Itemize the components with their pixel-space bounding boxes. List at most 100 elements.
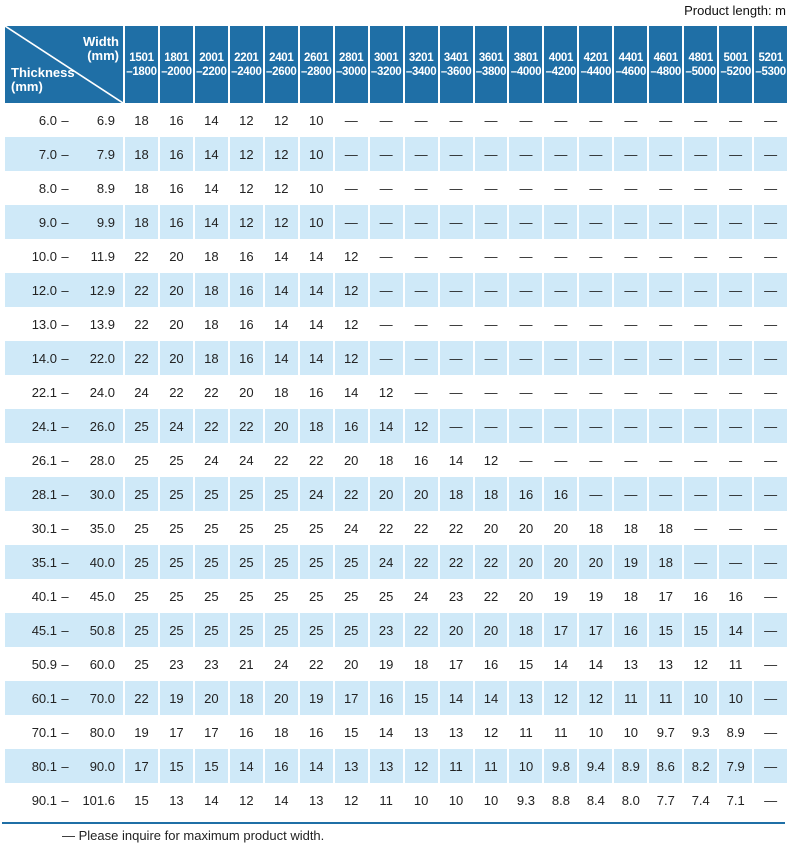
length-value-cell: 16 (227, 715, 263, 749)
length-value-cell: 22 (123, 307, 158, 341)
length-value-cell: 13 (402, 715, 438, 749)
length-value-cell: 22 (437, 511, 473, 545)
length-value-cell: — (647, 239, 682, 273)
length-value-cell: — (472, 409, 508, 443)
length-value-cell: 11 (437, 749, 473, 783)
length-value-cell: — (752, 205, 787, 239)
range-separator: – (61, 690, 69, 706)
length-value-cell: 10 (472, 783, 508, 817)
length-value-cell: 13 (157, 783, 193, 817)
length-value-cell: 16 (157, 103, 193, 137)
column-header-bottom: –2800 (301, 65, 332, 78)
length-value-cell: — (682, 511, 717, 545)
length-value-cell: 10 (577, 715, 612, 749)
thickness-from: 80.1 (31, 758, 57, 774)
length-value-cell: 22 (472, 579, 508, 613)
length-value-cell: — (437, 239, 473, 273)
length-value-cell: 13 (647, 647, 682, 681)
length-value-cell: 24 (332, 511, 368, 545)
length-value-cell: — (402, 341, 438, 375)
length-value-cell: 12 (227, 137, 263, 171)
length-value-cell: — (402, 103, 438, 137)
length-value-cell: 12 (332, 307, 368, 341)
length-value-cell: — (682, 273, 717, 307)
length-value-cell: — (647, 273, 682, 307)
length-value-cell: 15 (157, 749, 193, 783)
column-header-top: 3601 (478, 51, 504, 64)
table-row: 60.1–70.0 22 19 20 18 20 19 17 16 15 14 14 13 12 12 11 1… (5, 681, 787, 715)
length-value-cell: — (752, 715, 787, 749)
length-value-cell: — (717, 103, 752, 137)
length-value-cell: — (612, 171, 647, 205)
length-value-cell: 10 (297, 205, 333, 239)
length-value-cell: — (332, 103, 368, 137)
length-value-cell: — (717, 375, 752, 409)
thickness-range-cell: 50.9– 60.0 (5, 647, 123, 681)
length-value-cell: — (507, 171, 542, 205)
length-value-cell: 14 (297, 341, 333, 375)
length-value-cell: 20 (507, 511, 542, 545)
length-value-cell: 10 (402, 783, 438, 817)
length-value-cell: — (472, 205, 508, 239)
length-value-cell: — (367, 103, 403, 137)
length-value-cell: — (437, 171, 473, 205)
length-value-cell: 16 (227, 307, 263, 341)
thickness-range-cell: 14.0– 22.0 (5, 341, 123, 375)
column-header-bottom: –5200 (720, 65, 751, 78)
length-value-cell: 22 (192, 409, 228, 443)
length-value-cell: 8.2 (682, 749, 717, 783)
length-value-cell: — (542, 307, 577, 341)
length-value-cell: 11 (717, 647, 752, 681)
length-value-cell: 19 (297, 681, 333, 715)
length-value-cell: — (437, 273, 473, 307)
range-separator: – (61, 622, 69, 638)
length-value-cell: 20 (157, 239, 193, 273)
length-value-cell: 17 (332, 681, 368, 715)
length-value-cell: — (752, 477, 787, 511)
length-value-cell: 18 (472, 477, 508, 511)
length-value-cell: — (682, 409, 717, 443)
column-header-top: 3401 (443, 51, 469, 64)
length-value-cell: 20 (542, 511, 577, 545)
length-value-cell: 10 (297, 137, 333, 171)
length-value-cell: 19 (157, 681, 193, 715)
length-value-cell: — (367, 307, 403, 341)
length-value-cell: 12 (332, 273, 368, 307)
length-value-cell: 13 (297, 783, 333, 817)
table-row: 10.0–11.9 22 20 18 16 14 14 12— — — — — — — — — — — — (5, 239, 787, 273)
length-value-cell: 25 (157, 545, 193, 579)
length-value-cell: — (682, 341, 717, 375)
length-value-cell: — (682, 375, 717, 409)
length-value-cell: 11 (472, 749, 508, 783)
range-separator: – (61, 316, 69, 332)
length-value-cell: — (507, 103, 542, 137)
length-value-cell: 20 (402, 477, 438, 511)
column-header-top: 2601 (304, 51, 329, 64)
length-value-cell: 16 (227, 273, 263, 307)
length-value-cell: 20 (472, 511, 508, 545)
length-value-cell: 15 (507, 647, 542, 681)
length-value-cell: — (612, 273, 647, 307)
length-value-cell: 12 (332, 239, 368, 273)
table-row: 24.1–26.0 25 24 22 22 20 18 16 14 12— — — — — — — — — — (5, 409, 787, 443)
length-value-cell: 14 (297, 307, 333, 341)
column-header-bottom: –3200 (370, 65, 402, 78)
length-value-cell: 16 (157, 137, 193, 171)
length-value-cell: 25 (227, 579, 263, 613)
column-header-bottom: –1800 (126, 65, 157, 78)
length-value-cell: — (612, 409, 647, 443)
length-value-cell: 18 (192, 341, 228, 375)
length-value-cell: 14 (192, 103, 228, 137)
thickness-range-cell: 28.1– 30.0 (5, 477, 123, 511)
length-value-cell: 21 (227, 647, 263, 681)
length-value-cell: — (577, 273, 612, 307)
thickness-from: 9.0 (38, 214, 57, 230)
thickness-range-cell: 22.1– 24.0 (5, 375, 123, 409)
length-value-cell: 22 (123, 239, 158, 273)
length-value-cell: — (367, 205, 403, 239)
length-value-cell: — (437, 341, 473, 375)
thickness-to: 70.0 (89, 690, 115, 706)
length-value-cell: 25 (262, 579, 298, 613)
column-header-bottom: –4800 (650, 65, 682, 78)
